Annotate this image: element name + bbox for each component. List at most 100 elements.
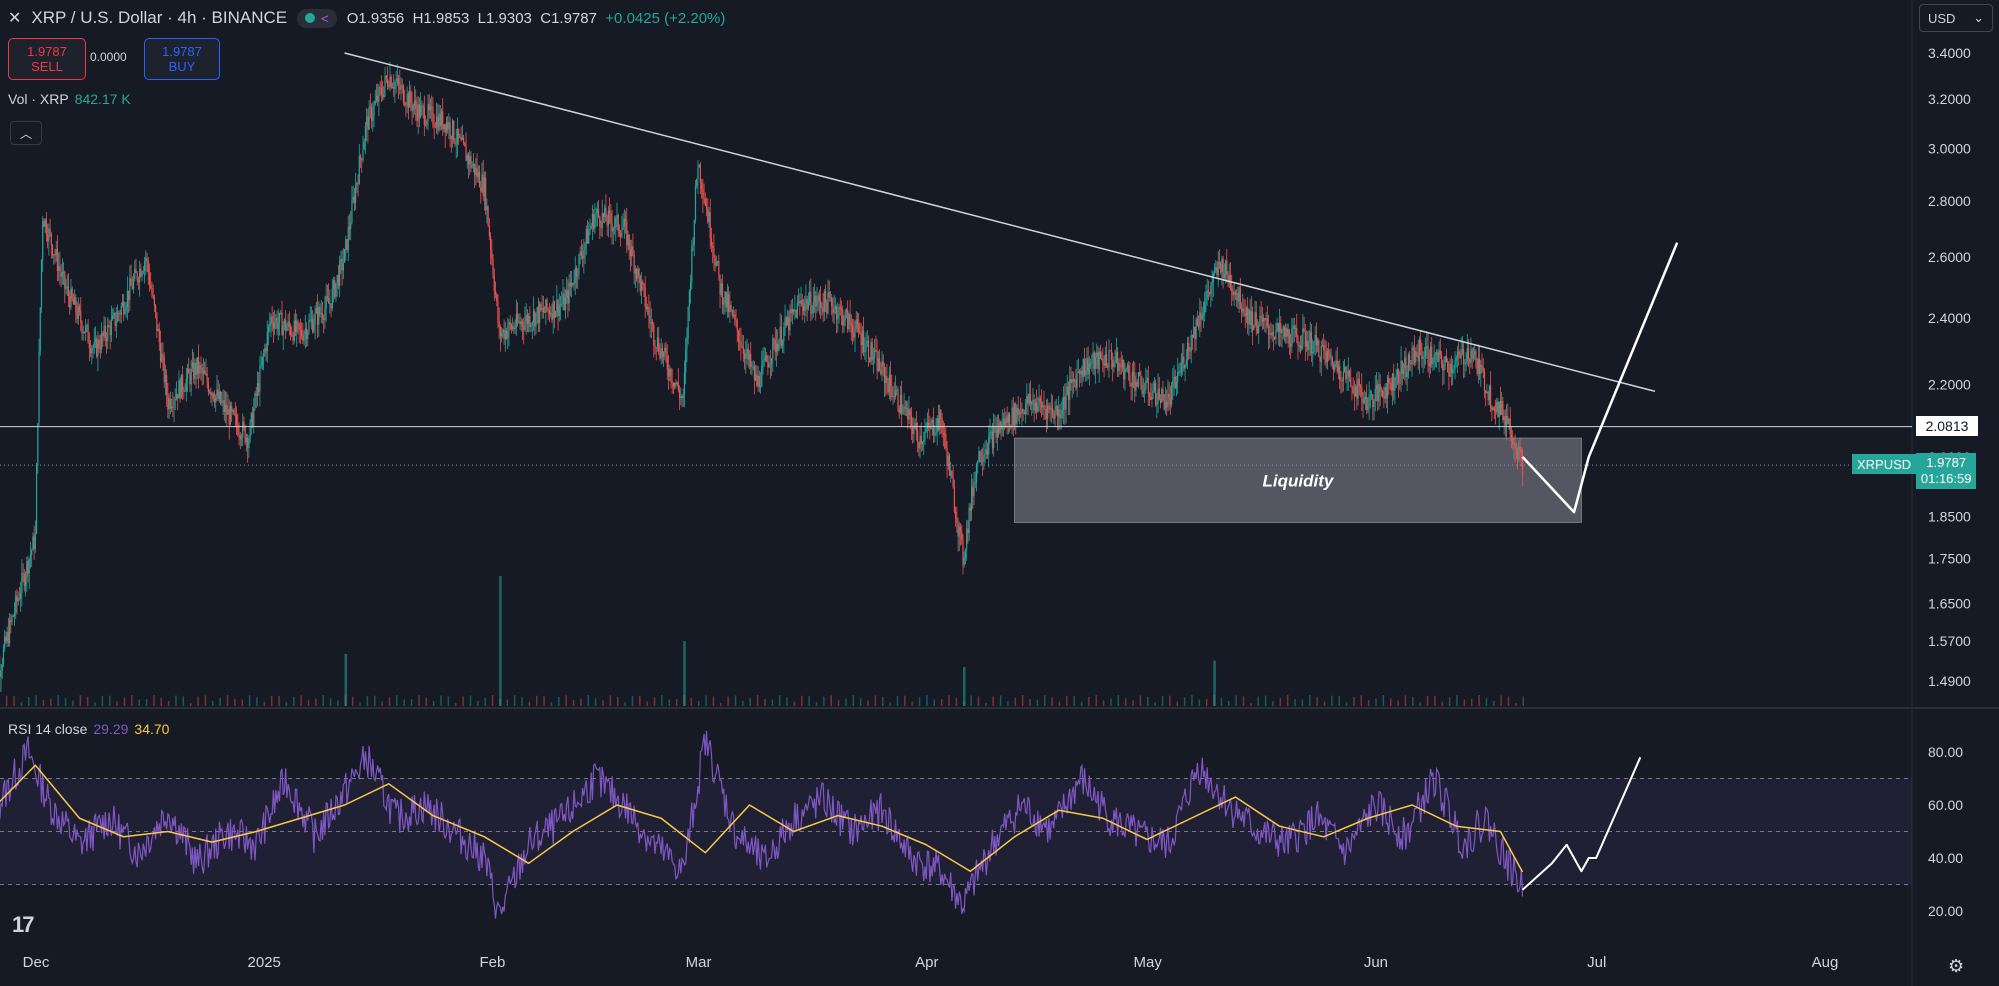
rsi-legend[interactable]: RSI 14 close 29.29 34.70 (8, 721, 169, 737)
candle-body (483, 177, 486, 197)
candle-body (202, 370, 205, 374)
candle-body (170, 406, 173, 409)
candle-body (520, 321, 522, 325)
candle-body (958, 527, 960, 537)
candle-body (675, 382, 677, 385)
candle-body (1027, 396, 1029, 404)
candle-body (563, 293, 565, 310)
candle-body (783, 327, 785, 342)
candle-body (786, 317, 789, 325)
candle-body (383, 86, 385, 98)
candle-body (297, 321, 299, 324)
candle-body (945, 434, 947, 449)
volume-label: Vol · XRP (8, 91, 69, 107)
candle-body (924, 431, 926, 441)
time-tick-label: Feb (480, 954, 506, 971)
candle-body (1024, 404, 1027, 414)
candle-body (195, 363, 197, 375)
candle-body (730, 305, 732, 310)
volume-bar (300, 695, 302, 706)
chevron-up-icon: ︿ (19, 126, 32, 141)
candle-body (1456, 351, 1459, 358)
candle-body (1331, 357, 1333, 365)
candle-body (942, 433, 944, 434)
candle-body (207, 382, 209, 393)
candle-body (1226, 261, 1228, 275)
candle-body (1294, 328, 1297, 329)
gear-icon[interactable]: ⚙ (1948, 956, 1965, 976)
candle-body (887, 382, 889, 393)
candle-body (843, 321, 845, 326)
market-status-pill[interactable]: < (297, 8, 337, 28)
collapse-legend-button[interactable]: ︿ (10, 121, 42, 145)
candle-body (1464, 363, 1466, 365)
candle-body (973, 482, 975, 497)
tradingview-logo-icon[interactable]: 17 (12, 912, 35, 937)
volume-bar (712, 696, 715, 706)
candle-body (972, 487, 974, 497)
candle-body (959, 527, 962, 532)
liquidity-zone[interactable]: Liquidity (1014, 437, 1582, 523)
volume-bar (1147, 696, 1149, 706)
candle-body (1050, 408, 1052, 410)
volume-bar (1522, 696, 1525, 706)
candle-body (367, 116, 369, 130)
drawings[interactable] (0, 52, 1912, 514)
candle-body (826, 302, 828, 314)
volume-bar (734, 695, 737, 706)
volume-bar (1331, 695, 1333, 706)
candle-body (1254, 312, 1256, 326)
volume-bar (911, 701, 913, 706)
candle-body (788, 317, 790, 331)
volume-bar (469, 695, 472, 706)
candle-body (1055, 406, 1057, 412)
candle-body (76, 312, 78, 319)
volume-bar (602, 700, 604, 706)
candle-body (179, 380, 181, 399)
candle-body (153, 296, 155, 306)
volume-bar (94, 702, 96, 706)
candle-body (1255, 312, 1257, 326)
symbol-title[interactable]: XRP / U.S. Dollar · 4h · BINANCE (31, 8, 288, 27)
candle-body (362, 149, 364, 161)
candle-body (1343, 366, 1346, 372)
candle-body (298, 323, 300, 330)
candle-body (1029, 393, 1032, 405)
volume-bar (403, 699, 405, 706)
volume-bar (1272, 700, 1274, 706)
candle-body (97, 339, 99, 357)
candle-body (629, 249, 632, 257)
candle-body (5, 636, 7, 642)
candle-body (140, 268, 142, 277)
candle-body (701, 182, 703, 190)
time-axis[interactable]: Dec 2025 Feb Mar Apr May Jun Jul Aug (23, 954, 1839, 971)
candle-body (850, 323, 852, 326)
candle-body (905, 408, 908, 409)
candle-body (940, 410, 942, 420)
volume-bar (1102, 700, 1105, 706)
candle-body (355, 186, 357, 203)
volume-bar (462, 696, 464, 706)
candle-body (448, 122, 450, 130)
candle-body (746, 348, 748, 353)
candle-body (950, 471, 952, 476)
candle-body (1370, 394, 1373, 396)
buy-button[interactable]: 1.9787 BUY (144, 38, 220, 80)
price-axis[interactable]: 3.40003.20003.00002.80002.60002.40002.20… (1928, 45, 1971, 689)
volume-bar (1294, 698, 1296, 706)
candle-body (347, 227, 349, 251)
volume-bar (1426, 696, 1429, 706)
close-x-icon[interactable]: ✕ (8, 10, 22, 27)
currency-selector[interactable]: USD ⌄ (1919, 4, 1993, 32)
candle-body (431, 106, 433, 108)
volume-bar (248, 695, 251, 706)
candle-body (172, 406, 174, 408)
candle-body (33, 536, 35, 550)
sell-button[interactable]: 1.9787 SELL (8, 38, 86, 80)
volume-legend[interactable]: Vol · XRP 842.17 K (8, 91, 131, 107)
candle-body (984, 453, 986, 455)
candle-body (1439, 350, 1441, 355)
candle-body (885, 375, 887, 383)
